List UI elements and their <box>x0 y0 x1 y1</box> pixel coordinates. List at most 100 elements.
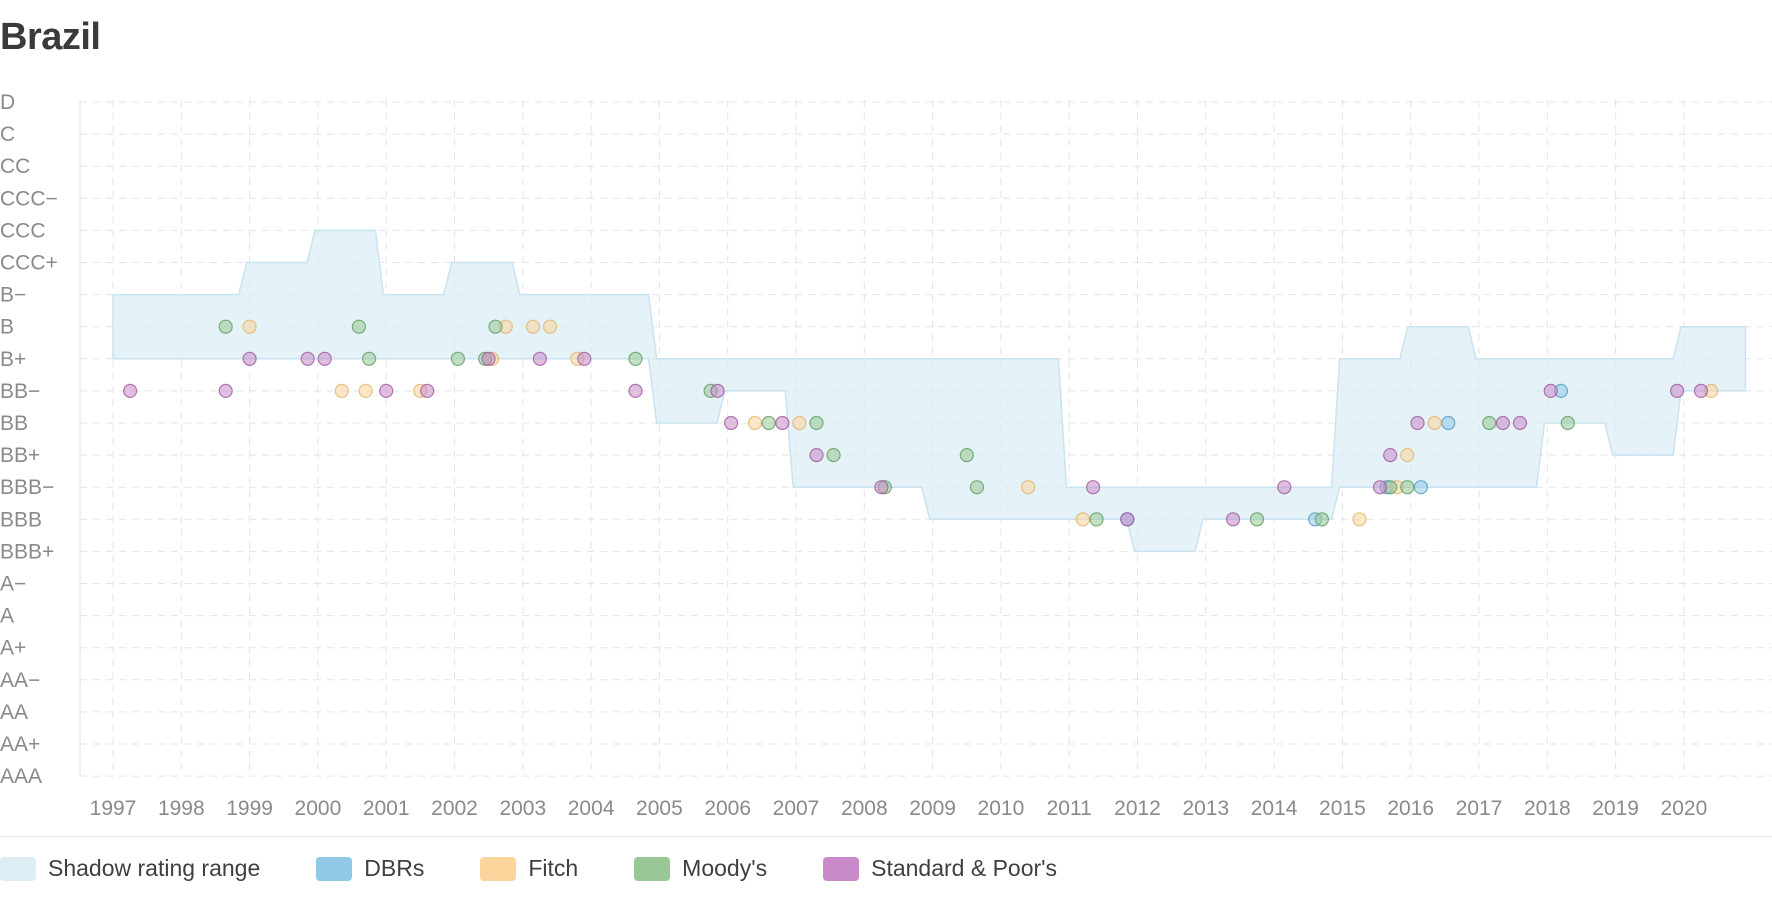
x-tick-label: 2019 <box>1592 797 1639 820</box>
point-fitch <box>1427 415 1442 431</box>
y-tick-label: A <box>0 605 14 628</box>
legend-item-moodys[interactable]: Moody's <box>634 855 767 882</box>
point-moody-s <box>1400 480 1415 495</box>
point-standard-poor-s <box>481 351 496 366</box>
x-tick-label: 2010 <box>978 797 1025 820</box>
point-moody-s <box>969 480 985 495</box>
x-tick-label: 2001 <box>363 797 410 820</box>
x-axis: 1997 1998 1999 2000 2001 2002 2003 2004 2005 2006… <box>90 797 1708 820</box>
legend-swatch-shadow <box>0 856 36 881</box>
legend-item-fitch[interactable]: Fitch <box>480 855 578 882</box>
page-title: Brazil <box>0 16 101 58</box>
point-standard-poor-s <box>1372 480 1388 495</box>
point-moody-s <box>1249 512 1265 527</box>
point-standard-poor-s <box>379 383 394 398</box>
point-moody-s <box>628 351 643 366</box>
y-tick-label: C <box>0 123 15 146</box>
point-standard-poor-s <box>1225 512 1241 527</box>
x-tick-label: 2018 <box>1524 797 1571 820</box>
legend-swatch-dbrs <box>316 856 353 881</box>
legend: Shadow rating range DBRs Fitch Moody's S… <box>0 855 1113 882</box>
x-tick-label: 2005 <box>636 797 683 820</box>
point-standard-poor-s <box>1693 383 1709 398</box>
x-tick-label: 2012 <box>1114 797 1161 820</box>
x-tick-label: 2013 <box>1182 797 1229 820</box>
point-fitch <box>1352 512 1367 527</box>
x-tick-label: 2007 <box>773 797 820 820</box>
point-moody-s <box>1560 415 1575 431</box>
legend-label-fitch: Fitch <box>528 855 579 881</box>
point-fitch <box>747 415 763 431</box>
x-tick-label: 2003 <box>499 797 546 820</box>
point-standard-poor-s <box>242 351 257 366</box>
point-moody-s <box>1314 512 1330 527</box>
point-fitch <box>792 415 807 431</box>
y-axis: DCCCCCC−CCCCCC+B−BB+BB−BBBB+BBB−BBBBBB+A… <box>0 91 58 788</box>
point-standard-poor-s <box>1410 415 1425 431</box>
x-tick-label: 1999 <box>226 797 273 820</box>
point-fitch <box>334 383 349 398</box>
point-moody-s <box>809 415 824 431</box>
x-tick-label: 2002 <box>431 797 478 820</box>
x-tick-label: 2011 <box>1047 797 1092 820</box>
point-moody-s <box>488 319 503 334</box>
point-moody-s <box>761 415 776 431</box>
x-tick-label: 1997 <box>90 797 137 820</box>
point-standard-poor-s <box>723 415 739 431</box>
point-standard-poor-s <box>420 383 435 398</box>
y-tick-label: CCC− <box>0 187 58 210</box>
legend-item-shadow[interactable]: Shadow rating range <box>0 855 260 882</box>
legend-label-moodys: Moody's <box>682 855 768 881</box>
x-tick-label: 1998 <box>158 797 205 820</box>
y-tick-label: BBB <box>0 508 42 531</box>
point-standard-poor-s <box>628 383 643 398</box>
y-tick-label: B+ <box>0 348 26 371</box>
y-tick-label: A+ <box>0 637 26 660</box>
legend-item-sp[interactable]: Standard & Poor's <box>823 855 1057 882</box>
point-fitch <box>1075 512 1091 527</box>
point-standard-poor-s <box>1120 512 1135 527</box>
legend-label-shadow: Shadow rating range <box>48 855 261 881</box>
ratings-chart: DCCCCCC−CCCCCC+B−BB+BB−BBBB+BBB−BBBBBB+A… <box>0 91 1772 820</box>
point-moody-s <box>1089 512 1104 527</box>
point-standard-poor-s <box>123 383 138 398</box>
y-tick-label: BB− <box>0 380 40 403</box>
x-tick-label: 2006 <box>704 797 751 820</box>
x-tick-label: 2015 <box>1319 797 1366 820</box>
point-standard-poor-s <box>1383 448 1398 463</box>
point-fitch <box>242 319 257 334</box>
y-tick-label: BB+ <box>0 444 40 467</box>
point-standard-poor-s <box>317 351 332 366</box>
point-moody-s <box>450 351 465 366</box>
y-tick-label: CC <box>0 155 30 178</box>
x-tick-label: 2000 <box>295 797 342 820</box>
point-fitch <box>1400 448 1415 463</box>
y-tick-label: AA <box>0 701 28 724</box>
legend-divider <box>0 836 1772 837</box>
point-moody-s <box>362 351 377 366</box>
y-tick-label: AA+ <box>0 733 40 756</box>
point-standard-poor-s <box>710 383 725 398</box>
legend-swatch-moodys <box>634 856 671 881</box>
shadow-rating-range <box>112 229 1747 553</box>
y-tick-label: BBB+ <box>0 540 54 563</box>
point-moody-s <box>826 448 841 463</box>
legend-label-sp: Standard & Poor's <box>871 855 1058 881</box>
legend-item-dbrs[interactable]: DBRs <box>316 855 424 882</box>
x-tick-label: 2020 <box>1661 797 1708 820</box>
point-standard-poor-s <box>874 480 889 495</box>
point-standard-poor-s <box>577 351 592 366</box>
y-tick-label: CCC+ <box>0 252 58 275</box>
y-tick-label: CCC <box>0 219 46 242</box>
point-dbrs <box>1413 480 1429 495</box>
y-tick-label: A− <box>0 573 26 596</box>
point-standard-poor-s <box>1512 415 1528 431</box>
point-moody-s <box>351 319 366 334</box>
x-tick-label: 2017 <box>1456 797 1503 820</box>
y-tick-label: B <box>0 316 14 339</box>
point-moody-s <box>218 319 233 334</box>
x-tick-label: 2004 <box>568 797 615 820</box>
point-standard-poor-s <box>1543 383 1558 398</box>
y-tick-label: BB <box>0 412 28 435</box>
point-standard-poor-s <box>1495 415 1511 431</box>
